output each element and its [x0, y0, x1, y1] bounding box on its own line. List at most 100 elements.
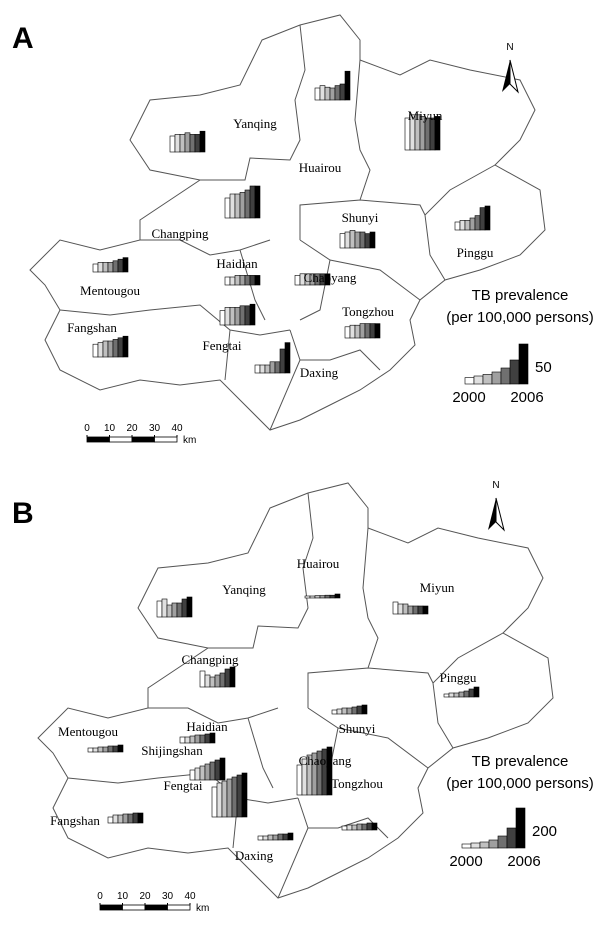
prevalence-bar — [469, 217, 476, 231]
prevalence-bar — [392, 601, 399, 615]
prevalence-bar — [112, 814, 119, 824]
legend-subtitle: (per 100,000 persons) — [446, 309, 594, 326]
prevalence-bar — [369, 323, 376, 339]
prevalence-bar — [204, 674, 211, 688]
scale-unit: km — [196, 903, 209, 914]
prevalence-bar — [334, 85, 341, 101]
prevalence-bar — [448, 692, 455, 698]
prevalence-bar — [102, 262, 109, 273]
prevalence-bar — [354, 231, 361, 249]
legend-bar — [509, 359, 520, 385]
prevalence-bar — [224, 668, 231, 688]
legend-bar — [482, 374, 493, 385]
district-label: Daxing — [300, 365, 339, 380]
scale-segment — [144, 904, 168, 911]
district-label: Pinggu — [440, 670, 477, 685]
legend-end: 2006 — [510, 389, 543, 406]
prevalence-bar — [229, 666, 236, 688]
prevalence-bar — [366, 822, 373, 831]
prevalence-bar — [479, 207, 486, 231]
scale-segment — [154, 436, 178, 443]
prevalence-bar — [329, 594, 336, 599]
prevalence-bar — [224, 276, 231, 286]
prevalence-bar — [244, 305, 251, 326]
prevalence-bar — [284, 342, 291, 374]
prevalence-bar — [166, 604, 173, 618]
prevalence-bar — [356, 823, 363, 831]
prevalence-bar — [346, 824, 353, 831]
prevalence-bar — [371, 822, 378, 831]
prevalence-bar — [107, 816, 114, 824]
prevalence-bar — [156, 600, 163, 618]
prevalence-bar — [112, 745, 119, 753]
district-label: Mentougou — [80, 283, 140, 298]
prevalence-bar — [339, 233, 346, 249]
prevalence-bar — [107, 340, 114, 358]
prevalence-bar — [329, 87, 336, 101]
north-label: N — [492, 480, 499, 491]
prevalence-bar — [219, 310, 226, 326]
prevalence-bar — [244, 275, 251, 286]
prevalence-bar — [407, 605, 414, 615]
scale-label: 30 — [149, 423, 161, 434]
prevalence-bar — [473, 686, 480, 698]
prevalence-bar — [194, 134, 201, 153]
prevalence-bar — [107, 745, 114, 753]
district-label: Chaoyang — [304, 270, 357, 285]
prevalence-bar — [319, 595, 326, 599]
prevalence-bar — [257, 835, 264, 841]
district-outlines — [29, 14, 546, 431]
prevalence-bar — [314, 87, 321, 101]
legend-bar — [473, 375, 484, 385]
prevalence-bar — [102, 340, 109, 358]
prevalence-bar — [209, 676, 216, 688]
legend-bar — [500, 367, 511, 385]
prevalence-bar — [122, 335, 129, 358]
scale-segment — [122, 904, 146, 911]
prevalence-bar — [344, 326, 351, 339]
prevalence-bar — [314, 595, 321, 599]
prevalence-bar — [412, 605, 419, 615]
prevalence-bar — [241, 772, 248, 818]
scale-label: 0 — [84, 423, 90, 434]
prevalence-bar — [117, 814, 124, 824]
prevalence-bar — [326, 746, 333, 796]
prevalence-bar — [224, 197, 231, 219]
prevalence-bar — [214, 674, 221, 688]
prevalence-bar — [334, 593, 341, 599]
prevalence-bar — [229, 307, 236, 326]
prevalence-bar — [351, 706, 358, 715]
prevalence-bar — [174, 134, 181, 153]
prevalence-bar — [287, 832, 294, 841]
legend-start: 2000 — [449, 853, 482, 870]
prevalence-bar — [346, 707, 353, 715]
prevalence-bar — [463, 690, 470, 698]
prevalence-bar — [189, 735, 196, 744]
scale-segment — [99, 904, 123, 911]
prevalence-bar — [249, 275, 256, 286]
prevalence-bar — [112, 260, 119, 273]
prevalence-bar — [184, 132, 191, 153]
district-label: Haidian — [186, 719, 228, 734]
prevalence-bar — [474, 215, 481, 231]
prevalence-bar — [137, 812, 144, 824]
prevalence-bar — [361, 823, 368, 831]
district-label: Miyun — [408, 108, 443, 123]
panel-label: B — [12, 497, 34, 530]
prevalence-bar — [443, 693, 450, 698]
prevalence-bar — [189, 134, 196, 153]
prevalence-bar — [219, 757, 226, 781]
prevalence-bar — [364, 323, 371, 339]
legend-bar — [464, 377, 475, 385]
prevalence-bar — [254, 364, 261, 374]
prevalence-bar — [161, 598, 168, 618]
prevalence-bar — [341, 825, 348, 831]
prevalence-bar — [97, 342, 104, 358]
scale-label: 10 — [104, 423, 116, 434]
prevalence-bar — [361, 704, 368, 715]
legend-bar — [518, 343, 529, 385]
prevalence-bar — [324, 273, 331, 286]
district-label: Fangshan — [67, 320, 117, 335]
prevalence-bar — [219, 672, 226, 688]
prevalence-bar — [229, 276, 236, 286]
